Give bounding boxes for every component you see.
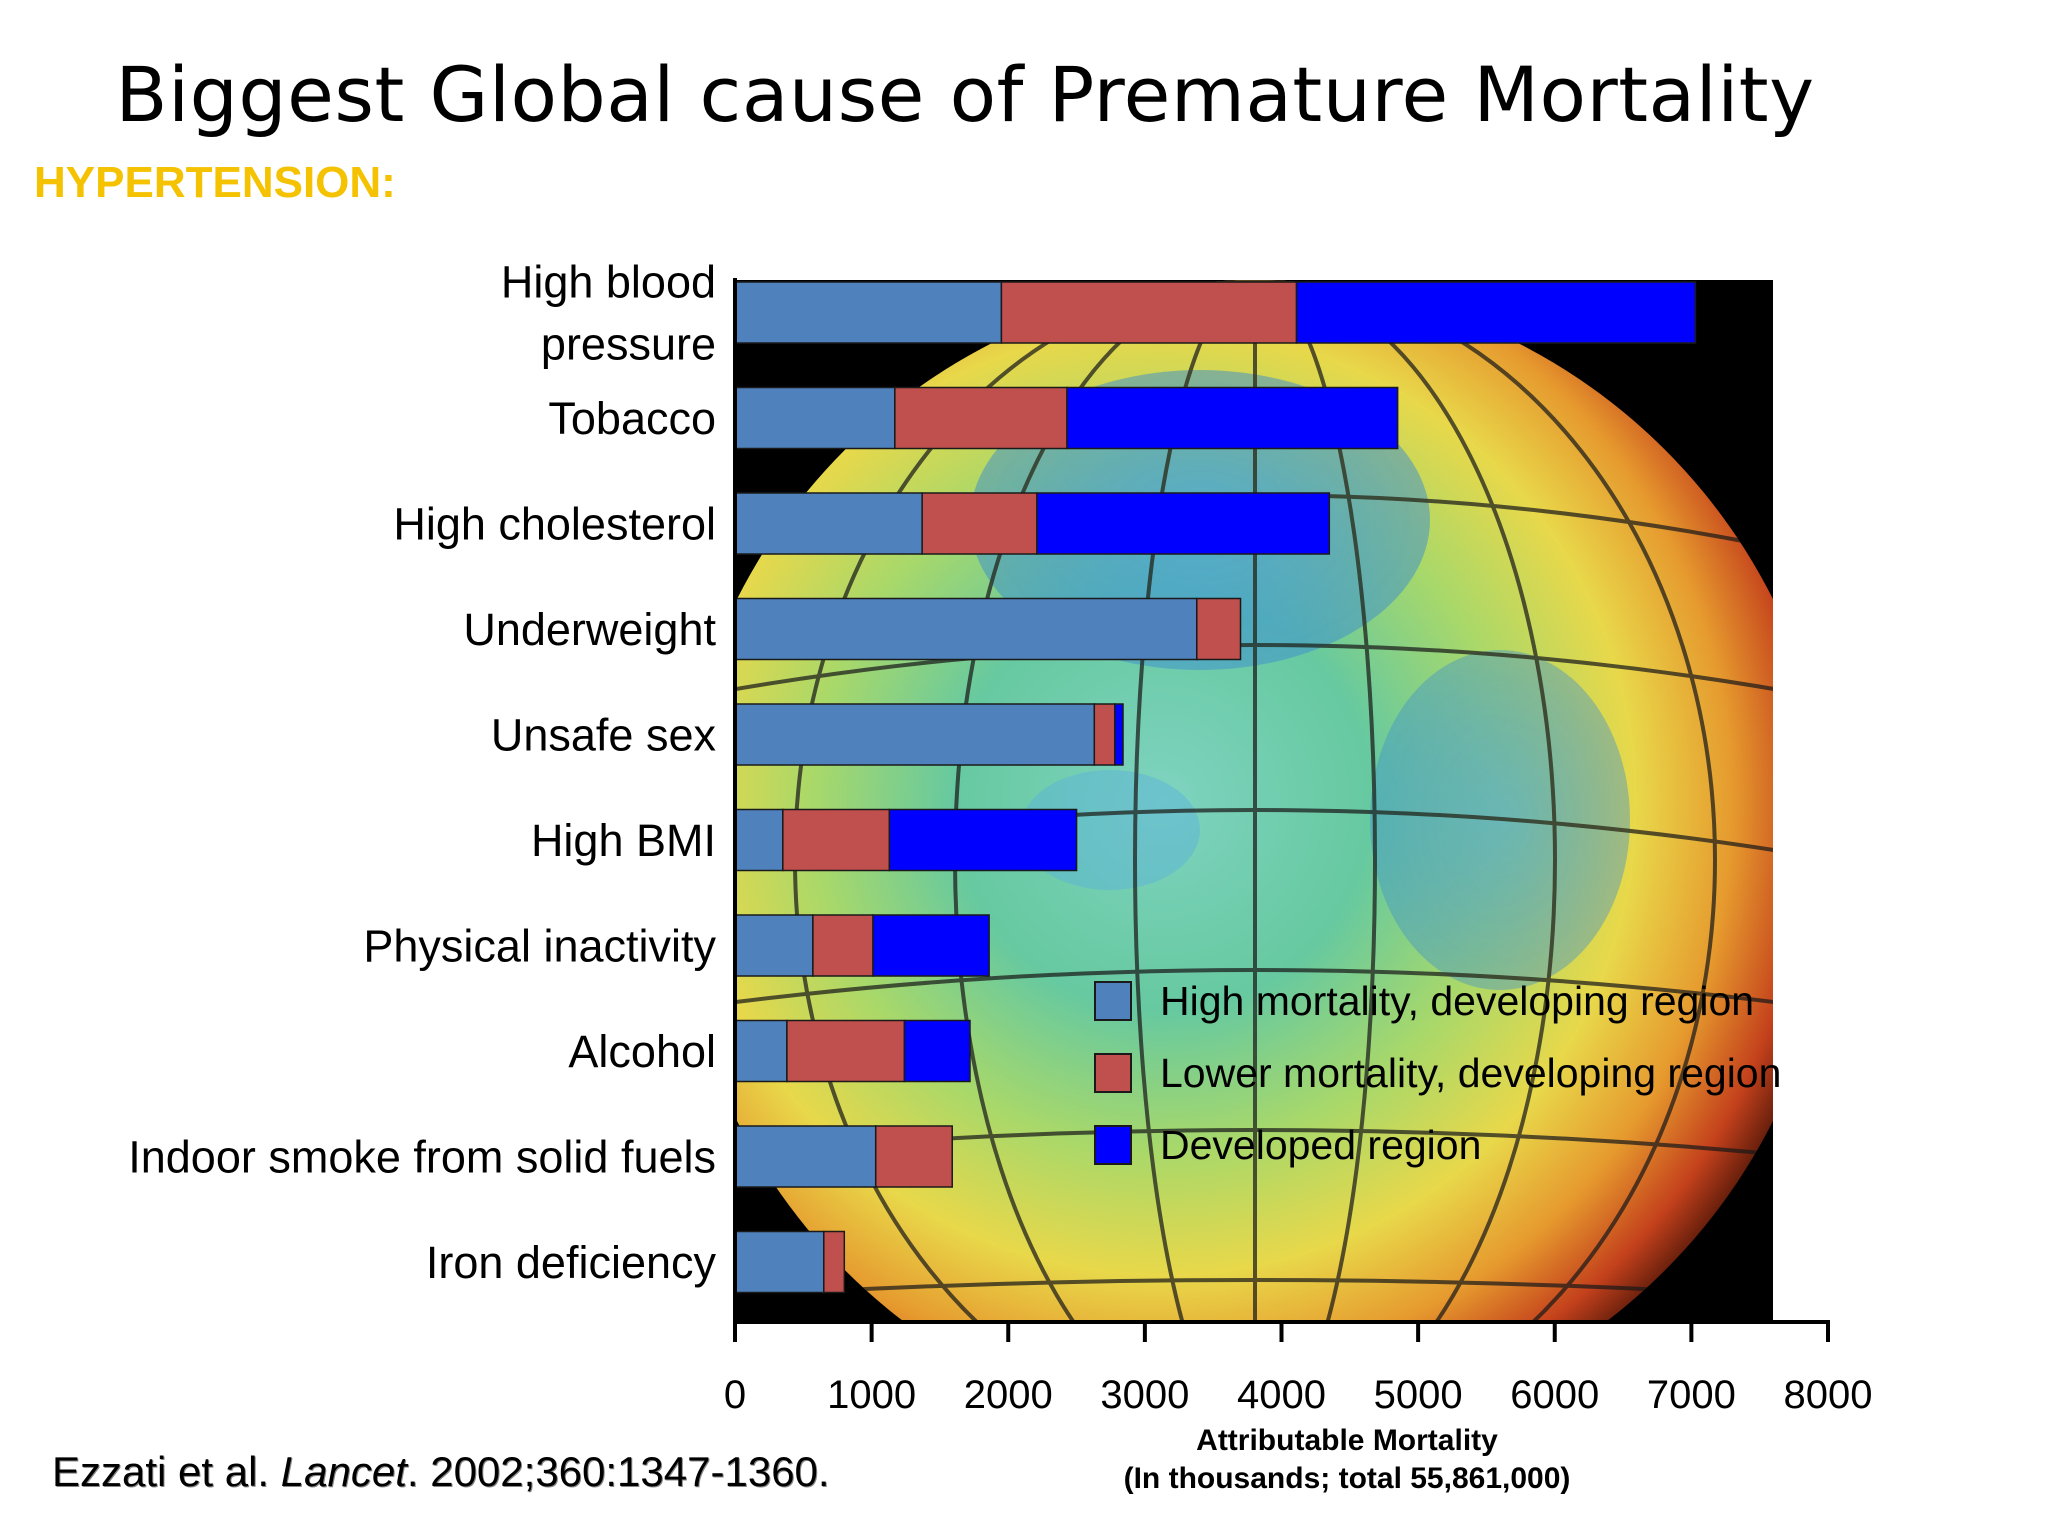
legend-swatch <box>1094 1053 1132 1093</box>
x-tick-label: 3000 <box>1100 1373 1189 1417</box>
bar-segment <box>888 808 1078 872</box>
citation: Ezzati et al. Lancet. 2002;360:1347-1360… <box>52 1448 830 1496</box>
bars-layer <box>734 281 1697 1294</box>
category-label: Indoor smoke from solid fuels <box>128 1132 716 1183</box>
bar-segment <box>734 1019 788 1083</box>
citation-rest: . 2002;360:1347-1360. <box>406 1448 830 1495</box>
citation-authors: Ezzati et al. <box>52 1448 281 1495</box>
x-tick-label: 0 <box>724 1373 746 1417</box>
legend-swatch <box>1094 981 1132 1021</box>
bar-segment <box>872 914 990 977</box>
bar-segment <box>823 1230 846 1294</box>
bar-segment <box>1295 281 1697 344</box>
category-label: High cholesterol <box>393 499 716 550</box>
bar-segment <box>1066 386 1399 450</box>
legend: High mortality, developing region Lower m… <box>1094 978 1781 1168</box>
x-tick-label: 5000 <box>1374 1373 1463 1417</box>
bar-segment <box>874 1125 953 1188</box>
bar-segment <box>734 386 896 450</box>
x-tick-label: 4000 <box>1237 1373 1326 1417</box>
bar-segment <box>1093 703 1116 766</box>
x-axis: 0 1000 2000 3000 4000 5000 6000 7000 8000 <box>724 278 1873 1417</box>
bar-segment <box>786 1019 906 1083</box>
slide-title: Biggest Global cause of Premature Mortal… <box>115 50 1815 139</box>
x-tick-label: 1000 <box>827 1373 916 1417</box>
bar-segment <box>1114 703 1124 766</box>
bar-segment <box>734 914 814 977</box>
bar-segment <box>734 492 923 555</box>
bar-segment <box>921 492 1038 555</box>
bar-segment <box>734 281 1003 344</box>
bar-segment <box>903 1019 971 1083</box>
slide-subtitle: HYPERTENSION: <box>34 158 396 207</box>
legend-label: Developed region <box>1160 1122 1481 1168</box>
citation-journal: Lancet <box>280 1448 407 1495</box>
category-label: pressure <box>541 319 716 370</box>
bar-segment <box>734 597 1198 661</box>
bar-segment <box>782 808 891 872</box>
legend-label: Lower mortality, developing region <box>1160 1050 1781 1096</box>
category-label: High BMI <box>531 815 716 866</box>
bar-segment <box>1036 492 1331 555</box>
category-label: Iron deficiency <box>426 1237 717 1288</box>
bar-segment <box>734 1125 877 1188</box>
category-label: Alcohol <box>568 1026 716 1077</box>
bar-segment <box>734 703 1096 766</box>
x-tick-label: 6000 <box>1510 1373 1599 1417</box>
bar-segment <box>734 808 784 872</box>
category-labels: High blood pressure Tobacco High cholestero… <box>128 257 716 1289</box>
category-label: Underweight <box>463 604 716 655</box>
x-axis-title-line1: Attributable Mortality <box>1196 1424 1498 1457</box>
bar-segment <box>812 914 874 977</box>
category-label: Unsafe sex <box>491 710 717 761</box>
x-tick-label: 2000 <box>964 1373 1053 1417</box>
bar-segment <box>1196 597 1242 661</box>
legend-label: High mortality, developing region <box>1160 978 1754 1024</box>
legend-swatch <box>1094 1125 1132 1165</box>
x-tick-label: 8000 <box>1784 1373 1873 1417</box>
category-label: High blood <box>501 257 716 308</box>
category-label: Physical inactivity <box>363 921 716 972</box>
category-label: Tobacco <box>548 393 716 444</box>
x-axis-title-line2: (In thousands; total 55,861,000) <box>1124 1462 1571 1495</box>
bar-segment <box>1000 281 1298 344</box>
bar-segment <box>894 386 1068 450</box>
x-tick-label: 7000 <box>1647 1373 1736 1417</box>
bar-segment <box>734 1230 825 1294</box>
